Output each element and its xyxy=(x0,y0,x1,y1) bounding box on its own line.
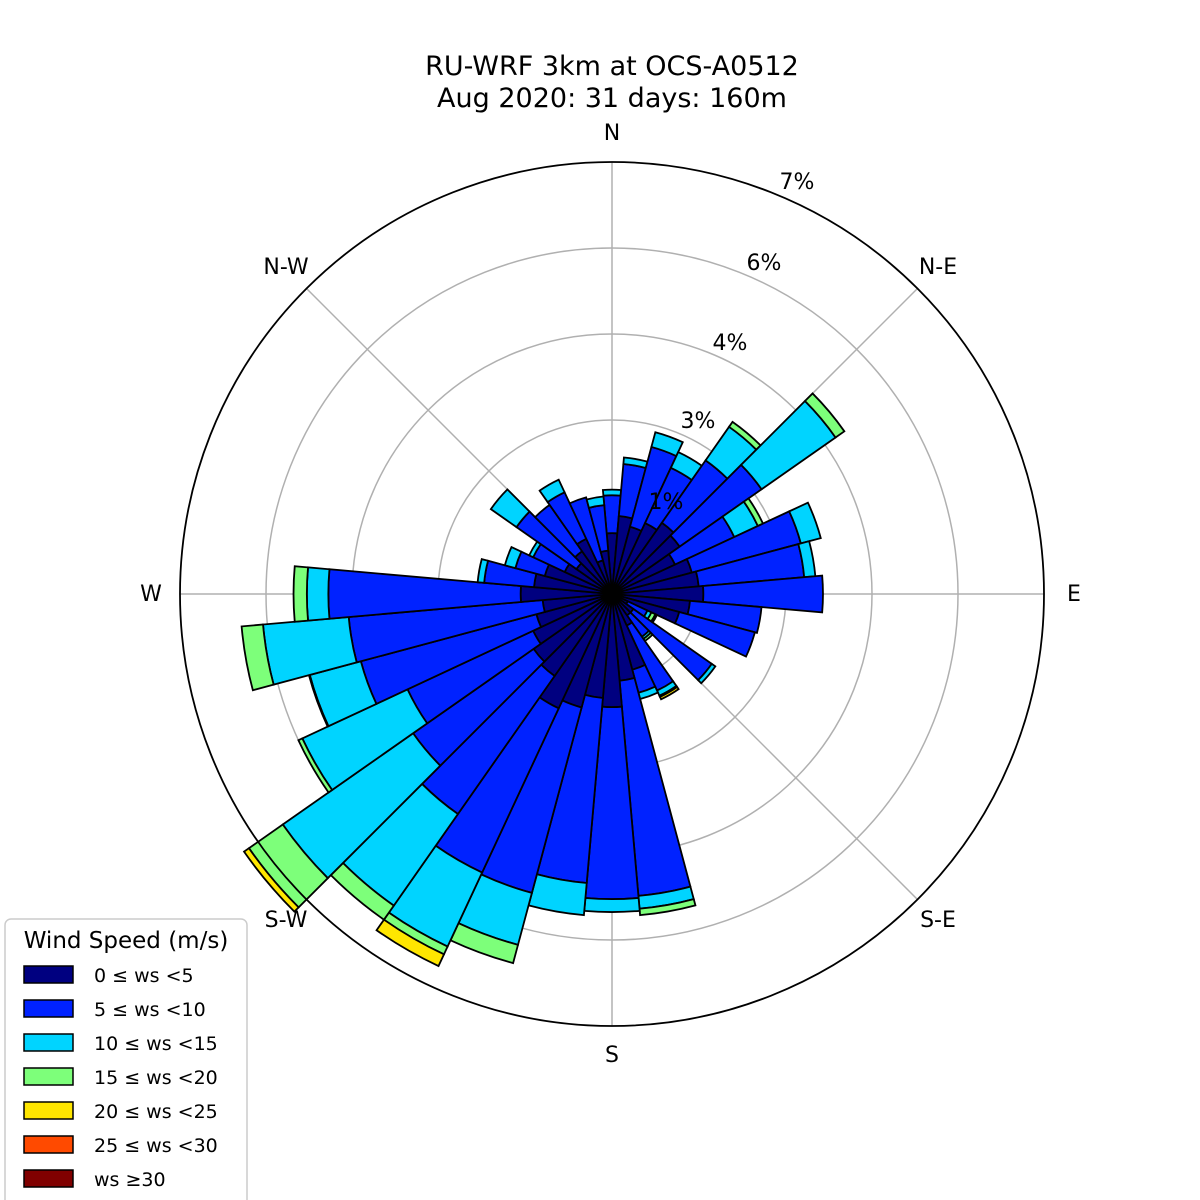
legend-swatch xyxy=(23,1135,74,1154)
direction-labels: N N-E E S-E S S-W W N-W xyxy=(140,121,1081,1068)
legend-swatch xyxy=(23,1101,74,1120)
wind-bar-segment xyxy=(538,478,566,504)
wind-bar-segment xyxy=(686,599,763,634)
ring-label: 6% xyxy=(747,251,782,276)
wind-bar-segment xyxy=(803,392,846,439)
ring-label: 4% xyxy=(713,331,748,356)
wind-bar-segment xyxy=(476,557,490,584)
wind-bar-segment xyxy=(787,501,822,545)
ring-label: 7% xyxy=(780,170,815,195)
legend-frame xyxy=(4,918,248,1200)
wind-bar-segment xyxy=(292,565,309,623)
direction-label: N-E xyxy=(919,255,957,280)
legend-swatch xyxy=(23,999,74,1018)
direction-label: S xyxy=(605,1043,619,1068)
direction-label: W xyxy=(140,582,162,607)
chart-title-line2: Aug 2020: 31 days: 160m xyxy=(437,83,787,114)
ring-label: 1% xyxy=(649,490,684,515)
wind-rose-bars xyxy=(240,392,846,968)
direction-label: S-E xyxy=(920,908,956,933)
wind-bar-segment xyxy=(601,488,623,497)
direction-label: S-W xyxy=(265,908,308,933)
wind-bar-segment xyxy=(673,610,756,658)
legend-items: 0 ≤ ws <5 5 ≤ ws <10 10 ≤ ws <15 15 ≤ ws <2… xyxy=(23,965,218,1191)
wind-bar-segment xyxy=(585,495,606,509)
wind-bar-segment xyxy=(583,897,641,913)
legend-label: 15 ≤ ws <20 xyxy=(94,1067,218,1089)
legend-label: 0 ≤ ws <5 xyxy=(94,965,194,987)
ring-label: 3% xyxy=(681,409,716,434)
wind-bar-segment xyxy=(650,431,684,458)
wind-bar-segment xyxy=(696,662,717,685)
wind-bar-segment xyxy=(297,737,334,794)
polar-frame xyxy=(179,161,1045,1027)
wind-bar-segment xyxy=(242,846,300,913)
wind-bar-segment xyxy=(305,566,331,622)
legend-label: 20 ≤ ws <25 xyxy=(94,1101,218,1123)
legend-label: 5 ≤ ws <10 xyxy=(94,999,206,1021)
legend-label: 25 ≤ ws <30 xyxy=(94,1135,218,1157)
legend-label: 10 ≤ ws <15 xyxy=(94,1033,218,1055)
wind-bar-segment xyxy=(503,545,523,570)
ring-labels: 1% 3% 4% 6% 7% xyxy=(649,170,815,515)
legend-swatch xyxy=(23,965,74,984)
wind-bar-segment xyxy=(240,623,275,692)
legend: Wind Speed (m/s) 0 ≤ ws <5 5 ≤ ws <10 10 ≤… xyxy=(4,918,248,1200)
legend-title: Wind Speed (m/s) xyxy=(24,928,229,954)
direction-label: N xyxy=(604,121,620,146)
legend-swatch xyxy=(23,1033,74,1052)
direction-label: N-W xyxy=(263,255,309,280)
wind-bar-segment xyxy=(568,496,605,564)
legend-label: ws ≥30 xyxy=(94,1169,166,1191)
wind-bar-segment xyxy=(638,898,697,917)
wind-bar-segment xyxy=(375,918,446,968)
chart-title-line1: RU-WRF 3km at OCS-A0512 xyxy=(425,51,799,82)
legend-swatch xyxy=(23,1067,74,1086)
legend-swatch xyxy=(23,1169,74,1188)
wind-bar-segment xyxy=(702,574,824,614)
wind-bar-segment xyxy=(489,488,531,529)
wind-bar-segment xyxy=(658,685,680,701)
direction-label: E xyxy=(1067,582,1081,607)
outer-circle xyxy=(179,161,1045,1027)
